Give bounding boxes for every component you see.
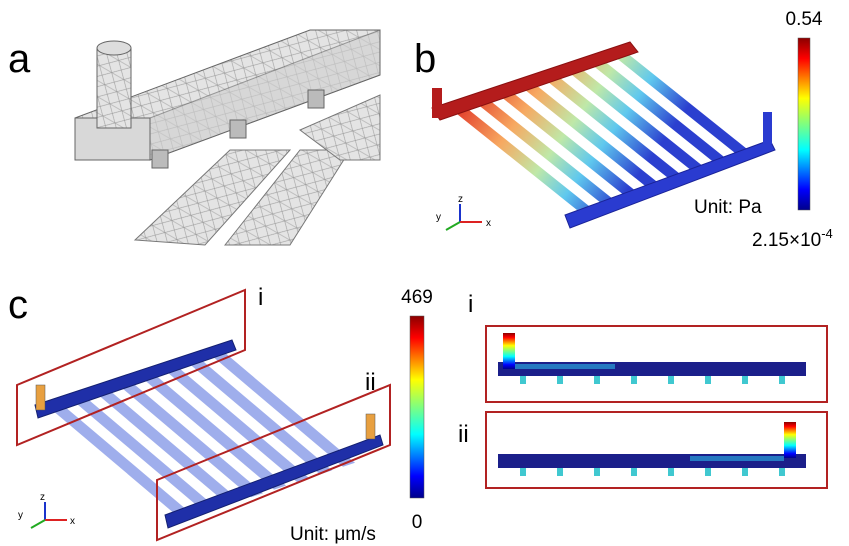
unit-label: Unit: Pa: [694, 197, 762, 218]
channel: [668, 468, 674, 476]
channel: [705, 376, 711, 384]
axis-triad: z y x: [436, 194, 491, 230]
channel: [631, 376, 637, 384]
axis-label: z: [458, 194, 463, 205]
colorbar: [798, 38, 810, 210]
channel: [557, 468, 563, 476]
channel: [779, 468, 785, 476]
channel: [594, 468, 600, 476]
channel: [779, 376, 785, 384]
inset-frame: [486, 412, 827, 488]
channel: [742, 468, 748, 476]
axis-triad: z y x: [18, 492, 75, 528]
axis-label: x: [70, 516, 75, 527]
panel-label: a: [8, 37, 31, 81]
axis-label: x: [486, 218, 491, 229]
colorbar-min-exp: -4: [821, 226, 833, 241]
colorbar-max: 0.54: [786, 9, 823, 30]
axis-label: z: [40, 492, 45, 503]
channel: [631, 468, 637, 476]
colorbar-max: 469: [401, 287, 433, 308]
mesh-render: [75, 30, 380, 245]
channel: [668, 376, 674, 384]
panel-label: b: [414, 37, 436, 81]
velocity-render: [35, 340, 383, 528]
figure: a b 0.54 Unit: Pa 2.15×10-4 z y x c i ii…: [0, 0, 849, 546]
channel: [594, 376, 600, 384]
region-label: ii: [365, 369, 376, 396]
unit-label: Unit: μm/s: [290, 524, 376, 545]
region-label: i: [258, 284, 263, 311]
channel: [520, 376, 526, 384]
colorbar-min: 0: [412, 512, 423, 533]
colorbar-min: 2.15×10-4: [752, 226, 833, 251]
colorbar: [410, 316, 424, 498]
inset-label: i: [468, 291, 473, 318]
channel: [557, 376, 563, 384]
inset-label: ii: [458, 421, 469, 448]
panel-label: c: [8, 283, 28, 327]
colorbar-min-base: 2.15×10: [752, 230, 821, 251]
axis-label: y: [436, 212, 441, 223]
channel: [520, 468, 526, 476]
channel: [705, 468, 711, 476]
channel: [742, 376, 748, 384]
axis-label: y: [18, 510, 23, 521]
